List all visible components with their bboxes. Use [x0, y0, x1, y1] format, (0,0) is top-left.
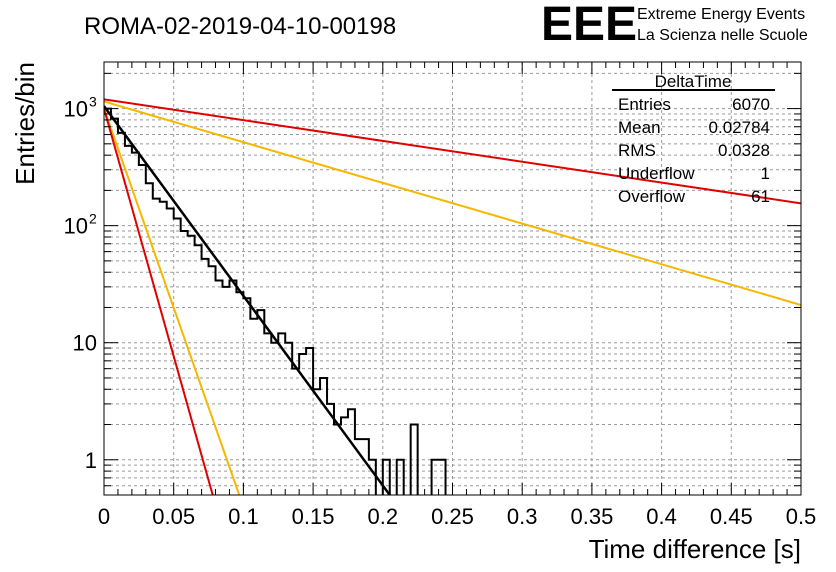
histogram-layer	[104, 107, 447, 495]
stats-row-value: 0.0328	[718, 141, 770, 160]
stats-box: DeltaTime Entries 6070 Mean 0.02784 RMS 0.032…	[612, 72, 775, 206]
x-tick-label: 0.15	[292, 504, 335, 529]
x-tick-label: 0.4	[646, 504, 677, 529]
x-tick-label: 0.25	[431, 504, 474, 529]
y-tick-label-exponent: 3	[89, 94, 97, 110]
eee-logo: EEE Extreme Energy Events La Scienza nel…	[541, 0, 808, 51]
fit-line-4	[104, 108, 214, 495]
x-tick-label: 0.35	[570, 504, 613, 529]
stats-row-value: 61	[751, 187, 770, 206]
logo-line1: Extreme Energy Events	[637, 6, 805, 23]
y-axis-label: Entries/bin	[10, 62, 40, 185]
y-tick-label: 10	[64, 97, 88, 122]
stats-rows: Entries 6070 Mean 0.02784 RMS 0.0328 Underflow…	[618, 95, 770, 206]
x-tick-label: 0.2	[368, 504, 399, 529]
x-tick-label: 0.1	[228, 504, 259, 529]
x-tick-label: 0.05	[152, 504, 195, 529]
axis-ticks	[103, 62, 802, 496]
stats-row-label: Overflow	[618, 187, 686, 206]
series-layer	[104, 98, 801, 495]
histogram-outline	[104, 107, 447, 495]
y-tick-label: 10	[64, 214, 88, 239]
logo-letters: EEE	[541, 0, 637, 51]
x-tick-label: 0.3	[507, 504, 538, 529]
fit-line-2	[104, 105, 391, 495]
x-tick-label: 0.45	[710, 504, 753, 529]
stats-box-title: DeltaTime	[655, 72, 732, 91]
fit-line-1	[104, 100, 801, 306]
stats-row-value: 1	[761, 164, 770, 183]
x-axis-label: Time difference [s]	[589, 534, 801, 564]
stats-row-label: Entries	[618, 95, 671, 114]
stats-row-value: 6070	[732, 95, 770, 114]
x-tick-label: 0.5	[786, 504, 817, 529]
x-tick-labels: 0 0.05 0.1 0.15 0.2 0.25 0.3 0.35 0.4 0.45 0.5	[98, 504, 816, 529]
fit-line-0	[104, 98, 801, 205]
stats-row-label: Mean	[618, 118, 661, 137]
logo-line2: La Scienza nelle Scuole	[637, 27, 808, 44]
chart-title: ROMA-02-2019-04-10-00198	[84, 13, 396, 40]
y-tick-label-exponent: 2	[89, 211, 97, 227]
fit-line-3	[104, 108, 241, 495]
y-tick-label: 1	[85, 448, 97, 473]
stats-row-label: RMS	[618, 141, 656, 160]
y-tick-label: 10	[73, 331, 97, 356]
stats-row-value: 0.02784	[709, 118, 770, 137]
x-tick-label: 0	[98, 504, 110, 529]
grid	[104, 62, 801, 496]
stats-row-label: Underflow	[618, 164, 695, 183]
